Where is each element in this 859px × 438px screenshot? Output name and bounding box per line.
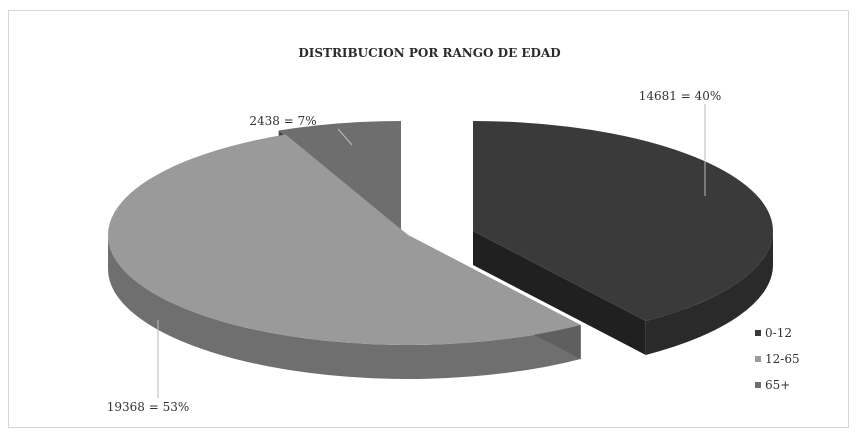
legend-item-65+: 65+: [755, 378, 800, 392]
legend-label: 0-12: [765, 326, 792, 340]
legend-swatch: [755, 356, 761, 362]
legend-label: 65+: [765, 378, 791, 392]
slice-side-wall: [473, 231, 646, 355]
slice-top: [107, 134, 581, 346]
leader-line-65+: [337, 128, 353, 146]
legend-swatch: [755, 330, 761, 336]
pie-slice-12-65: [107, 134, 581, 379]
legend-item-0-12: 0-12: [755, 326, 800, 340]
legend: 0-12 12-65 65+: [755, 326, 800, 404]
slice-outer-wall: [645, 231, 773, 355]
data-label-12-65: 19368 = 53%: [107, 400, 190, 414]
legend-label: 12-65: [765, 352, 800, 366]
legend-item-12-65: 12-65: [755, 352, 800, 366]
slice-top: [278, 121, 401, 231]
pie-slice-0-12: [473, 121, 773, 355]
chart-title: DISTRIBUCION POR RANGO DE EDAD: [298, 46, 561, 60]
legend-swatch: [755, 382, 761, 388]
data-label-65+: 2438 = 7%: [249, 114, 316, 128]
data-label-0-12: 14681 = 40%: [639, 89, 722, 103]
slice-outer-wall: [108, 235, 581, 379]
slice-top: [473, 121, 773, 321]
chart-frame: [8, 10, 849, 428]
